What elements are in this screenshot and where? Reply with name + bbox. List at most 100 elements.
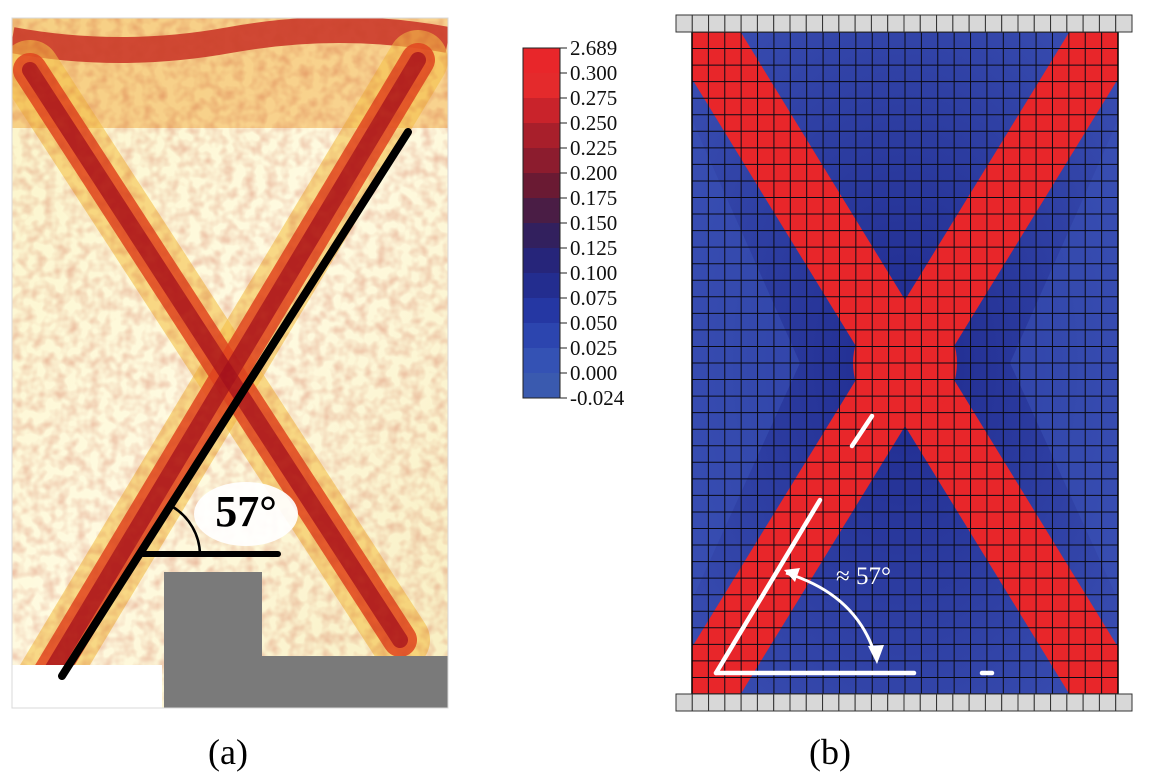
colorbar-swatch [523, 248, 560, 274]
colorbar-label: 0.000 [570, 361, 617, 385]
colorbar-label: 0.075 [570, 286, 617, 310]
clamp-block [854, 14, 872, 33]
panel-b-shading-right [1010, 120, 1118, 600]
clamp-block [708, 14, 726, 33]
colorbar-swatch [523, 273, 560, 299]
clamp-block [1098, 14, 1117, 33]
colorbar-swatch [523, 123, 560, 149]
measurement-line [58, 128, 412, 680]
panel-b-mesh-grid [692, 32, 1118, 694]
colorbar-label: 0.150 [570, 211, 617, 235]
clamp-block [984, 14, 1003, 33]
angle-label-a: 57° [215, 487, 277, 536]
clamp-block [1050, 14, 1068, 33]
colorbar-label: -0.024 [570, 386, 625, 410]
clamp-block [870, 693, 889, 712]
colorbar-label: 0.250 [570, 111, 617, 135]
panel-a-dic-strain-image [12, 18, 448, 708]
clamp-block [919, 14, 938, 33]
panel-a-frame [11, 17, 449, 709]
clamp-block [691, 14, 710, 33]
colorbar-label: 0.125 [570, 236, 617, 260]
clamp-block [740, 693, 758, 712]
top-clamp [675, 14, 1133, 33]
colorbar-swatch [523, 348, 560, 374]
panel-a-support-block [164, 572, 448, 708]
panel-b-shading-left [692, 120, 800, 600]
clamp-block [822, 14, 840, 33]
panel-b-angle-annotation: ≈ 57° [713, 413, 995, 676]
clamp-block [952, 14, 970, 33]
angle-label-b: ≈ 57° [836, 563, 891, 590]
colorbar-swatch [523, 223, 560, 249]
clamp-block [756, 14, 775, 33]
clamp-block [1115, 693, 1133, 712]
clamp-block [1115, 14, 1133, 33]
clamp-block [1001, 14, 1019, 33]
clamp-block [756, 693, 775, 712]
panel-b-fem-contour: ≈ 57° [675, 14, 1133, 712]
clamp-block [903, 14, 921, 33]
clamp-block [887, 14, 905, 33]
clamp-block [919, 693, 938, 712]
colorbar-swatches [523, 48, 560, 399]
clamp-block [952, 693, 970, 712]
caption-b: (b) [809, 732, 851, 772]
clamp-block [805, 693, 824, 712]
clamp-block [968, 693, 986, 712]
colorbar-label: 0.200 [570, 161, 617, 185]
colorbar-ticks [560, 47, 567, 399]
colorbar-label: 0.275 [570, 86, 617, 110]
clamp-block [724, 14, 742, 33]
clamp-block [805, 14, 824, 33]
clamp-block [740, 14, 758, 33]
clamp-block [968, 14, 986, 33]
clamp-block [1033, 14, 1052, 33]
clamp-block [854, 693, 872, 712]
clamp-block [1017, 693, 1035, 712]
clamp-block [675, 14, 693, 33]
arc-arrowhead-top [784, 568, 800, 582]
colorbar-label: 0.100 [570, 261, 617, 285]
clamp-block [1098, 693, 1117, 712]
colorbar-swatch [523, 48, 560, 74]
colorbar-label: 0.050 [570, 311, 617, 335]
angle-label-background [194, 482, 298, 546]
band-direction-line [713, 497, 823, 676]
colorbar-labels: 2.6890.3000.2750.2500.2250.2000.1750.150… [570, 36, 625, 410]
clamp-block [1066, 693, 1084, 712]
panel-a-angle-annotation: 57° [58, 128, 412, 680]
colorbar-label: 0.225 [570, 136, 617, 160]
clamp-block [1017, 14, 1035, 33]
colorbar-legend: 2.6890.3000.2750.2500.2250.2000.1750.150… [522, 36, 625, 410]
clamp-block [936, 14, 954, 33]
clamp-block [870, 14, 889, 33]
colorbar-swatch [523, 323, 560, 349]
colorbar-swatch [523, 198, 560, 224]
clamp-block [1001, 693, 1019, 712]
clamp-block [1082, 693, 1100, 712]
clamp-block [838, 14, 856, 33]
colorbar-swatch [523, 173, 560, 199]
clamp-block [675, 693, 693, 712]
colorbar-label: 0.300 [570, 61, 617, 85]
colorbar-swatch [523, 73, 560, 99]
colorbar-swatch [523, 373, 560, 399]
bottom-clamp [675, 693, 1133, 712]
band-direction-dash [849, 413, 875, 449]
clamp-block [1050, 693, 1068, 712]
arc-arrowhead-bottom [868, 645, 884, 664]
clamp-block [984, 693, 1003, 712]
clamp-block [789, 693, 807, 712]
angle-arc-b [785, 571, 878, 659]
clamp-block [903, 693, 921, 712]
colorbar-swatch [523, 98, 560, 124]
colorbar-label: 0.175 [570, 186, 617, 210]
colorbar-swatch [523, 148, 560, 174]
clamp-block [838, 693, 856, 712]
clamp-block [822, 693, 840, 712]
colorbar-swatch [523, 298, 560, 324]
clamp-block [773, 693, 791, 712]
clamp-block [887, 693, 905, 712]
